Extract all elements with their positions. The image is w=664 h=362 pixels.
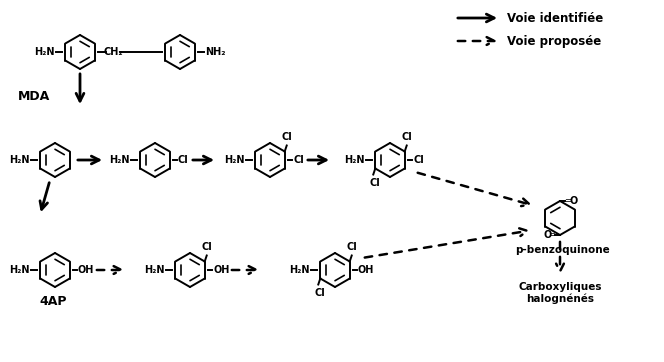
Text: =: =: [564, 197, 571, 206]
Text: H₂N: H₂N: [110, 155, 130, 165]
Text: Cl: Cl: [413, 155, 424, 165]
Text: Cl: Cl: [178, 155, 189, 165]
Text: H₂N: H₂N: [145, 265, 165, 275]
Text: OH: OH: [358, 265, 374, 275]
Text: O: O: [569, 196, 577, 206]
Text: Cl: Cl: [293, 155, 303, 165]
Text: H₂N: H₂N: [35, 47, 55, 57]
Text: NH₂: NH₂: [205, 47, 226, 57]
Text: p-benzoquinone: p-benzoquinone: [516, 245, 610, 255]
Text: Voie identifiée: Voie identifiée: [507, 12, 604, 25]
Text: Cl: Cl: [201, 243, 212, 253]
Text: H₂N: H₂N: [9, 155, 30, 165]
Text: =: =: [548, 231, 555, 240]
Text: CH₂: CH₂: [103, 47, 123, 57]
Text: O: O: [544, 230, 552, 240]
Text: OH: OH: [213, 265, 229, 275]
Text: Voie proposée: Voie proposée: [507, 34, 601, 47]
Text: Cl: Cl: [370, 177, 380, 188]
Text: H₂N: H₂N: [290, 265, 310, 275]
Text: OH: OH: [78, 265, 94, 275]
Text: H₂N: H₂N: [224, 155, 245, 165]
Text: 4AP: 4AP: [39, 295, 67, 308]
Text: H₂N: H₂N: [345, 155, 365, 165]
Text: Cl: Cl: [315, 287, 325, 298]
Text: Carboxyliques
halognénés: Carboxyliques halognénés: [518, 282, 602, 304]
Text: MDA: MDA: [18, 90, 50, 104]
Text: H₂N: H₂N: [9, 265, 30, 275]
Text: Cl: Cl: [401, 132, 412, 143]
Text: Cl: Cl: [282, 132, 292, 143]
Text: Cl: Cl: [347, 243, 357, 253]
